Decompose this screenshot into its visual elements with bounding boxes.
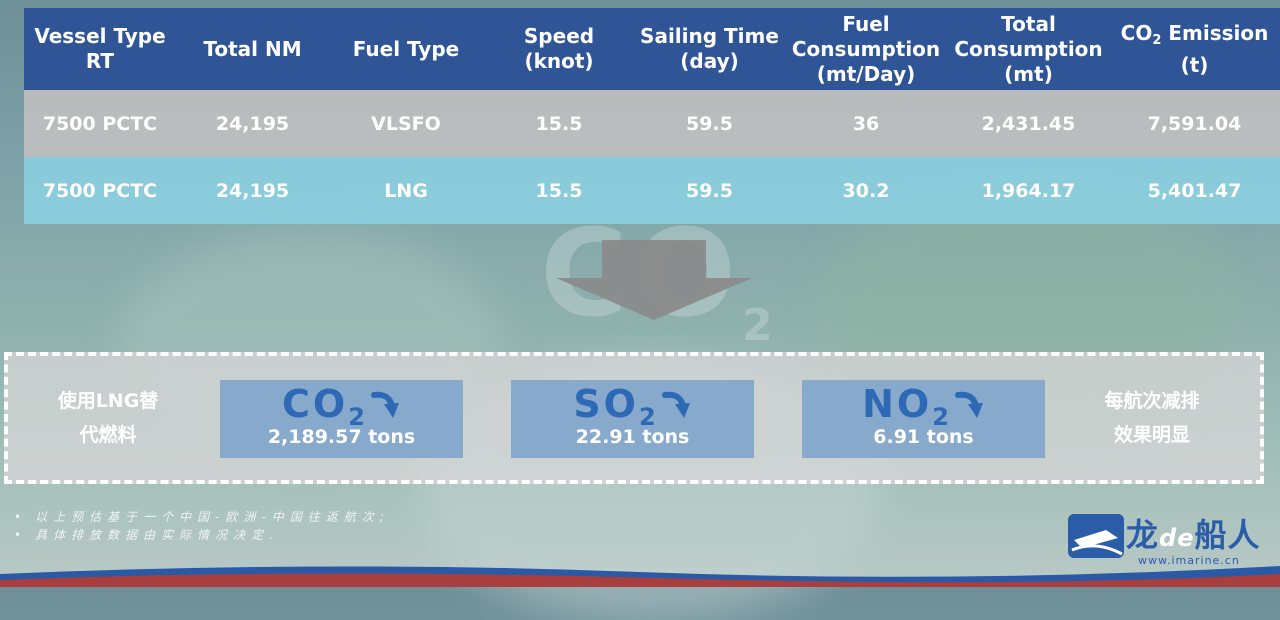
summary-right-caption: 每航次减排 效果明显 (1104, 390, 1200, 446)
arrow-down-right-icon (954, 391, 983, 418)
reduction-amount: 2,189.57 tons (267, 426, 416, 448)
summary-left-caption: 使用LNG替 代燃料 (57, 390, 159, 446)
gas-label: NO2 (802, 382, 1045, 431)
reduction-amount: 22.91 tons (575, 426, 690, 448)
company-logo-icon (1068, 514, 1124, 558)
footnotes: • 以上预估基于一个中国-欧洲-中国往返航次; • 具体排放数据由实际情况决定. (14, 508, 390, 544)
gas-label: SO2 (511, 382, 754, 431)
header-vessel-type: Vessel Type RT (24, 8, 176, 90)
cell-fuel-type: VLSFO (329, 90, 483, 157)
cell-co2: 7,591.04 (1109, 90, 1280, 157)
arrow-down-right-icon (370, 391, 399, 418)
gas-label: CO2 (220, 382, 463, 431)
reduction-amount: 6.91 tons (873, 426, 974, 448)
arrow-down-right-icon (661, 391, 690, 418)
cell-total-nm: 24,195 (176, 157, 329, 224)
cell-speed: 15.5 (483, 157, 635, 224)
header-total-nm: Total NM (176, 8, 329, 90)
cell-fuel-per-day: 36 (784, 90, 948, 157)
cell-fuel-per-day: 30.2 (784, 157, 948, 224)
cell-sailing-time: 59.5 (635, 157, 784, 224)
cell-total-consumption: 1,964.17 (948, 157, 1109, 224)
header-fuel-consumption: Fuel Consumption (mt/Day) (784, 8, 948, 90)
header-speed: Speed (knot) (483, 8, 635, 90)
down-arrow-icon (556, 240, 752, 320)
table-row-lng: 7500 PCTC 24,195 LNG 15.5 59.5 30.2 1,96… (24, 157, 1280, 224)
header-total-consumption: Total Consumption (mt) (948, 8, 1109, 90)
table-row-vlsfo: 7500 PCTC 24,195 VLSFO 15.5 59.5 36 2,43… (24, 90, 1280, 157)
header-co2-emission: CO2 Emission (t) (1109, 8, 1280, 90)
cell-speed: 15.5 (483, 90, 635, 157)
table-header-row: Vessel Type RT Total NM Fuel Type Speed (k… (24, 8, 1280, 90)
header-sailing-time: Sailing Time (day) (635, 8, 784, 90)
emission-comparison-table: Vessel Type RT Total NM Fuel Type Speed (k… (24, 8, 1280, 224)
cell-vessel: 7500 PCTC (24, 157, 176, 224)
cell-fuel-type: LNG (329, 157, 483, 224)
co2-reduction-card: CO2 2,189.57 tons (220, 380, 463, 458)
header-fuel-type: Fuel Type (329, 8, 483, 90)
cell-vessel: 7500 PCTC (24, 90, 176, 157)
so2-reduction-card: SO2 22.91 tons (511, 380, 754, 458)
no2-reduction-card: NO2 6.91 tons (802, 380, 1045, 458)
cell-co2: 5,401.47 (1109, 157, 1280, 224)
footnote-item: • 以上预估基于一个中国-欧洲-中国往返航次; (14, 510, 390, 524)
decorative-wave-band (0, 566, 1280, 587)
cell-total-nm: 24,195 (176, 90, 329, 157)
logo-url: www.imarine.cn (1138, 554, 1240, 567)
logo-wordmark: 龙de船人 (1126, 516, 1261, 554)
cell-sailing-time: 59.5 (635, 90, 784, 157)
footnote-item: • 具体排放数据由实际情况决定. (14, 528, 279, 542)
cell-total-consumption: 2,431.45 (948, 90, 1109, 157)
